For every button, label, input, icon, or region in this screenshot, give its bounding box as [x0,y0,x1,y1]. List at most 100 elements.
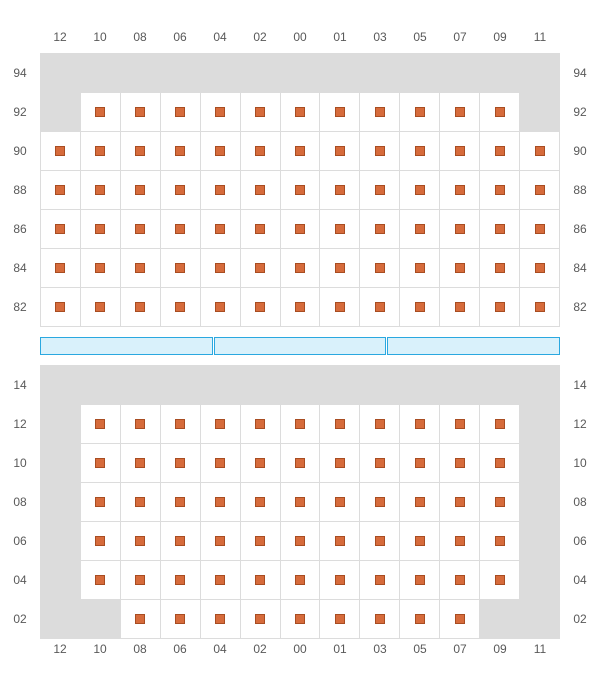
seat-cell[interactable] [201,93,240,131]
seat-cell[interactable] [281,132,320,170]
seat-cell[interactable] [281,249,320,287]
seat-cell[interactable] [320,249,359,287]
seat-cell[interactable] [201,132,240,170]
seat-cell[interactable] [480,483,519,521]
seat-cell[interactable] [281,444,320,482]
seat-cell[interactable] [161,132,200,170]
seat-cell[interactable] [440,132,479,170]
seat-cell[interactable] [520,249,559,287]
seat-cell[interactable] [161,171,200,209]
seat-cell[interactable] [520,132,559,170]
seat-cell[interactable] [400,600,439,638]
seat-cell[interactable] [440,444,479,482]
seat-cell[interactable] [520,288,559,326]
seat-cell[interactable] [41,288,80,326]
seat-cell[interactable] [81,249,120,287]
seat-cell[interactable] [480,444,519,482]
seat-cell[interactable] [41,249,80,287]
seat-cell[interactable] [81,210,120,248]
seat-cell[interactable] [281,522,320,560]
seat-cell[interactable] [480,171,519,209]
seat-cell[interactable] [121,171,160,209]
seat-cell[interactable] [360,600,399,638]
seat-cell[interactable] [201,561,240,599]
seat-cell[interactable] [81,132,120,170]
seat-cell[interactable] [241,561,280,599]
seat-cell[interactable] [241,600,280,638]
seat-cell[interactable] [440,405,479,443]
seat-cell[interactable] [121,561,160,599]
seat-cell[interactable] [400,444,439,482]
seat-cell[interactable] [201,210,240,248]
seat-cell[interactable] [281,210,320,248]
seat-cell[interactable] [320,132,359,170]
seat-cell[interactable] [320,561,359,599]
seat-cell[interactable] [440,522,479,560]
seat-cell[interactable] [320,483,359,521]
seat-cell[interactable] [241,522,280,560]
seat-cell[interactable] [241,210,280,248]
seat-cell[interactable] [81,93,120,131]
seat-cell[interactable] [161,210,200,248]
seat-cell[interactable] [121,93,160,131]
seat-cell[interactable] [360,288,399,326]
seat-cell[interactable] [360,171,399,209]
seat-cell[interactable] [201,171,240,209]
seat-cell[interactable] [121,444,160,482]
seat-cell[interactable] [81,171,120,209]
seat-cell[interactable] [440,561,479,599]
seat-cell[interactable] [81,288,120,326]
seat-cell[interactable] [201,288,240,326]
seat-cell[interactable] [241,93,280,131]
seat-cell[interactable] [480,210,519,248]
seat-cell[interactable] [281,483,320,521]
seat-cell[interactable] [41,132,80,170]
seat-cell[interactable] [161,288,200,326]
seat-cell[interactable] [400,132,439,170]
seat-cell[interactable] [281,600,320,638]
seat-cell[interactable] [161,405,200,443]
seat-cell[interactable] [81,561,120,599]
seat-cell[interactable] [201,249,240,287]
seat-cell[interactable] [161,522,200,560]
seat-cell[interactable] [241,444,280,482]
seat-cell[interactable] [360,132,399,170]
seat-cell[interactable] [121,210,160,248]
seat-cell[interactable] [480,93,519,131]
seat-cell[interactable] [161,600,200,638]
seat-cell[interactable] [360,210,399,248]
seat-cell[interactable] [360,483,399,521]
seat-cell[interactable] [81,522,120,560]
seat-cell[interactable] [480,405,519,443]
seat-cell[interactable] [440,210,479,248]
seat-cell[interactable] [400,561,439,599]
seat-cell[interactable] [320,600,359,638]
seat-cell[interactable] [320,522,359,560]
seat-cell[interactable] [360,249,399,287]
seat-cell[interactable] [201,444,240,482]
seat-cell[interactable] [241,171,280,209]
seat-cell[interactable] [281,561,320,599]
seat-cell[interactable] [121,132,160,170]
seat-cell[interactable] [400,405,439,443]
seat-cell[interactable] [400,483,439,521]
seat-cell[interactable] [320,171,359,209]
seat-cell[interactable] [121,600,160,638]
seat-cell[interactable] [201,405,240,443]
seat-cell[interactable] [281,288,320,326]
seat-cell[interactable] [281,171,320,209]
seat-cell[interactable] [400,93,439,131]
seat-cell[interactable] [281,93,320,131]
seat-cell[interactable] [400,210,439,248]
seat-cell[interactable] [360,93,399,131]
seat-cell[interactable] [400,171,439,209]
seat-cell[interactable] [480,288,519,326]
seat-cell[interactable] [161,93,200,131]
seat-cell[interactable] [320,93,359,131]
seat-cell[interactable] [440,171,479,209]
seat-cell[interactable] [400,288,439,326]
seat-cell[interactable] [121,522,160,560]
seat-cell[interactable] [201,522,240,560]
seat-cell[interactable] [360,444,399,482]
seat-cell[interactable] [161,444,200,482]
